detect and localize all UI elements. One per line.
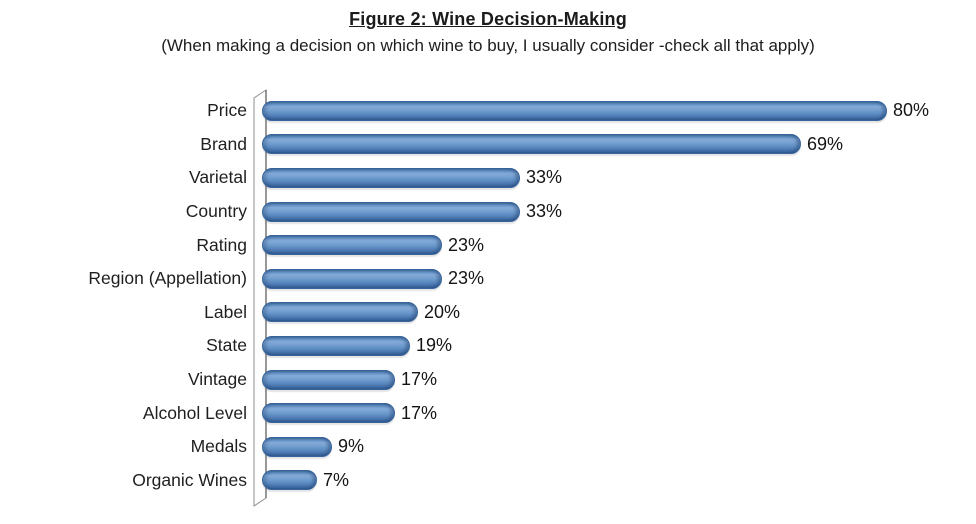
value-label: 33% — [526, 167, 563, 188]
bar — [262, 134, 801, 155]
bar — [262, 335, 410, 356]
bar-row: Label 20% — [0, 296, 976, 330]
bar-track: 23% — [262, 235, 976, 256]
axis-3d-wall — [253, 89, 267, 507]
bar-track: 33% — [262, 167, 976, 188]
category-label: State — [206, 335, 247, 356]
value-label: 7% — [323, 469, 350, 490]
chart-subtitle: (When making a decision on which wine to… — [161, 36, 815, 55]
bar — [262, 302, 418, 323]
bar — [262, 436, 332, 457]
category-label: Organic Wines — [132, 469, 247, 490]
bar — [262, 201, 520, 222]
category-label: Rating — [196, 234, 247, 255]
value-label: 23% — [448, 234, 485, 255]
bar — [262, 167, 520, 188]
bar-row: Vintage 17% — [0, 363, 976, 397]
category-label: Varietal — [188, 167, 247, 188]
chart-header: Figure 2: Wine Decision-Making (When mak… — [0, 9, 976, 56]
category-label: Label — [204, 301, 247, 322]
bar-track: 33% — [262, 201, 976, 222]
category-label: Alcohol Level — [142, 402, 247, 423]
category-label: Brand — [200, 133, 247, 154]
value-label: 9% — [338, 436, 365, 457]
value-label: 80% — [893, 100, 930, 121]
bar-track: 17% — [262, 369, 976, 390]
bar-row: Price 80% — [0, 94, 976, 128]
value-label: 17% — [401, 369, 438, 390]
bar-row: Varietal 33% — [0, 161, 976, 195]
bar-row: Country 33% — [0, 195, 976, 229]
bar-row: Rating 23% — [0, 228, 976, 262]
category-label: Medals — [190, 436, 247, 457]
bar-track: 19% — [262, 335, 976, 356]
bar — [262, 235, 442, 256]
bar-row: State 19% — [0, 329, 976, 363]
value-label: 23% — [448, 268, 485, 289]
bar-track: 80% — [262, 100, 976, 121]
chart-title: Figure 2: Wine Decision-Making — [349, 9, 627, 29]
value-label: 33% — [526, 201, 563, 222]
bar — [262, 100, 887, 121]
bar-row: Region (Appellation) 23% — [0, 262, 976, 296]
value-label: 19% — [416, 335, 453, 356]
value-label: 20% — [424, 301, 461, 322]
bar-track: 69% — [262, 134, 976, 155]
bar-track: 23% — [262, 268, 976, 289]
bar-row: Brand 69% — [0, 128, 976, 162]
bar — [262, 369, 395, 390]
bar-row: Alcohol Level 17% — [0, 396, 976, 430]
bar — [262, 268, 442, 289]
category-label: Country — [185, 201, 247, 222]
bar — [262, 470, 317, 491]
bar-row: Organic Wines 7% — [0, 464, 976, 498]
bar-track: 9% — [262, 436, 976, 457]
category-label: Vintage — [187, 369, 247, 390]
bar-rows: Price 80% Brand 69% Varietal 33% Country… — [0, 94, 976, 497]
category-label: Region (Appellation) — [88, 268, 247, 289]
value-label: 69% — [807, 133, 844, 154]
bar — [262, 403, 395, 424]
value-label: 17% — [401, 402, 438, 423]
bar-track: 20% — [262, 302, 976, 323]
bar-track: 7% — [262, 470, 976, 491]
bar-row: Medals 9% — [0, 430, 976, 464]
bar-track: 17% — [262, 403, 976, 424]
category-label: Price — [207, 100, 247, 121]
